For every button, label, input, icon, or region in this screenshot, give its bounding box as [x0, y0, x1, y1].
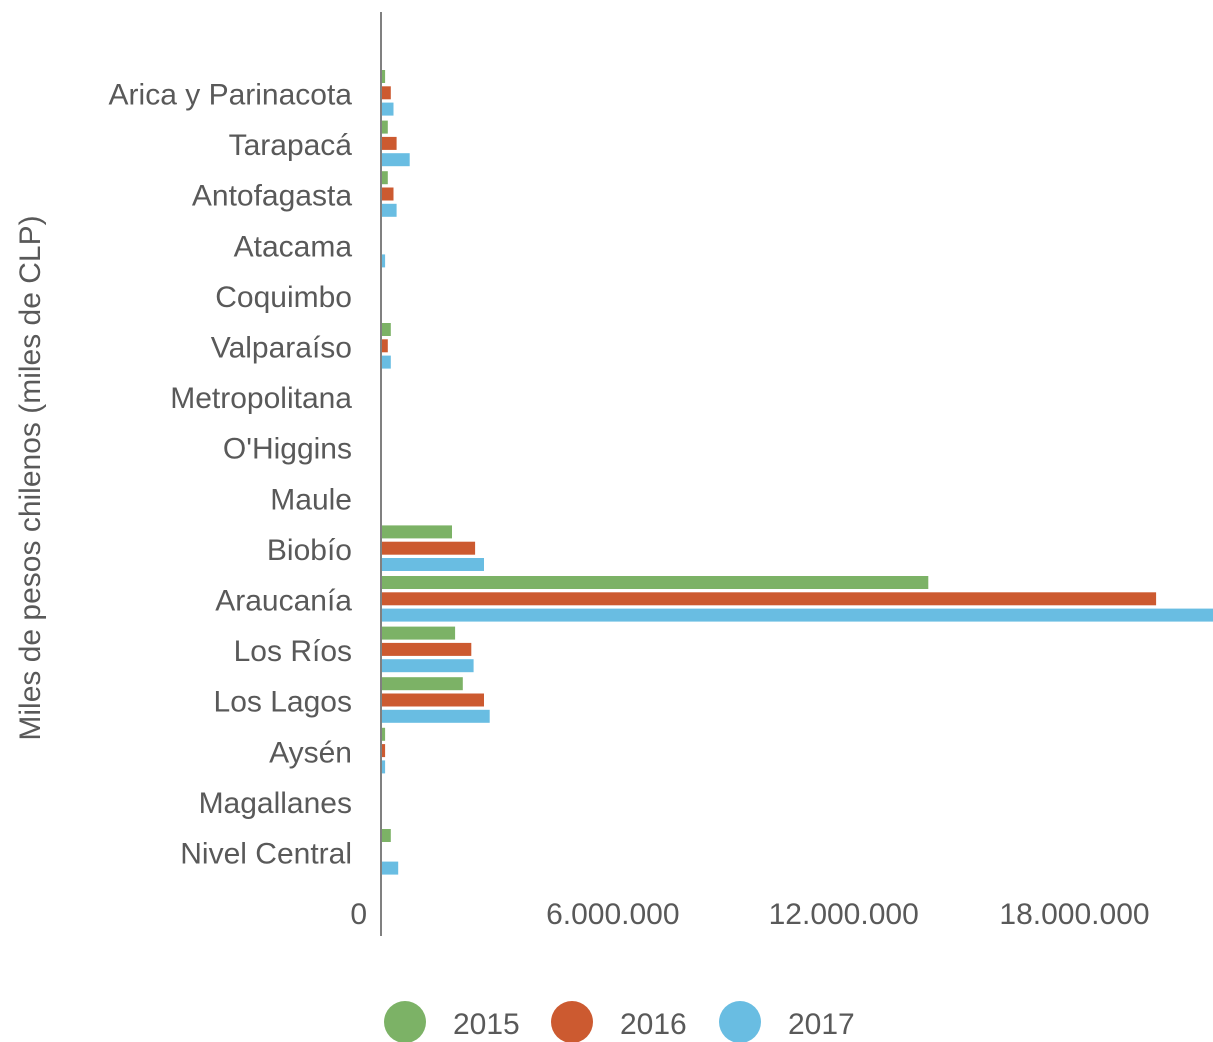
bar-2017-1 — [382, 153, 410, 167]
legend-marker-2015 — [384, 1001, 426, 1042]
x-tick-label: 6.000.000 — [546, 898, 679, 931]
bar-2015-9 — [382, 525, 452, 539]
category-label: Los Ríos — [234, 635, 352, 668]
category-label: Magallanes — [199, 787, 352, 820]
bar-2017-10 — [382, 608, 1213, 622]
x-tick-label: 18.000.000 — [999, 898, 1149, 931]
legend: 2015 2016 2017 — [384, 1001, 855, 1042]
bar-2015-12 — [382, 677, 463, 691]
category-label: Araucanía — [215, 585, 352, 618]
bar-2015-10 — [382, 576, 929, 589]
category-label: Antofagasta — [192, 180, 352, 213]
legend-marker-2016 — [551, 1001, 593, 1042]
bar-2017-2 — [382, 203, 397, 217]
bar-2017-15 — [382, 861, 399, 875]
bar-2017-11 — [382, 659, 474, 673]
legend-label: 2016 — [620, 1008, 687, 1041]
category-label: Maule — [270, 483, 352, 516]
category-label: Metropolitana — [170, 382, 352, 415]
bar-2016-13 — [382, 744, 386, 758]
category-label: Los Lagos — [214, 686, 352, 719]
legend-label: 2015 — [453, 1008, 520, 1041]
bar-2015-11 — [382, 626, 456, 640]
bar-2017-12 — [382, 709, 490, 723]
legend-label: 2017 — [788, 1008, 855, 1041]
bar-2016-11 — [382, 642, 472, 656]
bar-2017-0 — [382, 102, 394, 116]
bar-2016-0 — [382, 86, 391, 100]
bar-2016-9 — [382, 541, 476, 555]
bar-2015-15 — [382, 829, 391, 842]
category-label: Tarapacá — [229, 129, 353, 162]
bar-2015-13 — [382, 727, 386, 741]
x-tick-label: 0 — [350, 898, 367, 931]
category-label: Coquimbo — [215, 281, 352, 314]
bar-2015-0 — [382, 70, 386, 83]
category-label: Arica y Parinacota — [109, 79, 353, 112]
bar-2017-13 — [382, 760, 386, 774]
category-label: Valparaíso — [211, 331, 352, 364]
bar-2017-5 — [382, 355, 391, 369]
category-label: Nivel Central — [180, 838, 352, 871]
y-axis-title: Miles de pesos chilenos (miles de CLP) — [14, 215, 47, 740]
bar-2017-3 — [382, 254, 386, 268]
bar-2015-5 — [382, 323, 391, 336]
x-tick-labels: 0 6.000.000 12.000.000 18.000.000 — [350, 898, 1149, 931]
x-tick-label: 12.000.000 — [769, 898, 919, 931]
bars-group — [382, 70, 1213, 875]
bar-2017-9 — [382, 558, 484, 571]
bar-2015-1 — [382, 120, 388, 134]
category-labels: Arica y Parinacota Tarapacá Antofagasta Ata… — [109, 79, 353, 871]
category-label: O'Higgins — [223, 433, 352, 466]
bar-2016-10 — [382, 592, 1157, 606]
category-label: Atacama — [234, 230, 353, 263]
bar-2015-2 — [382, 171, 388, 185]
bar-2016-1 — [382, 136, 397, 150]
legend-marker-2017 — [719, 1001, 761, 1042]
category-label: Biobío — [267, 534, 352, 567]
bar-2016-5 — [382, 339, 388, 353]
category-label: Aysén — [269, 736, 352, 769]
bar-2016-2 — [382, 187, 394, 201]
bar-2016-12 — [382, 693, 484, 707]
